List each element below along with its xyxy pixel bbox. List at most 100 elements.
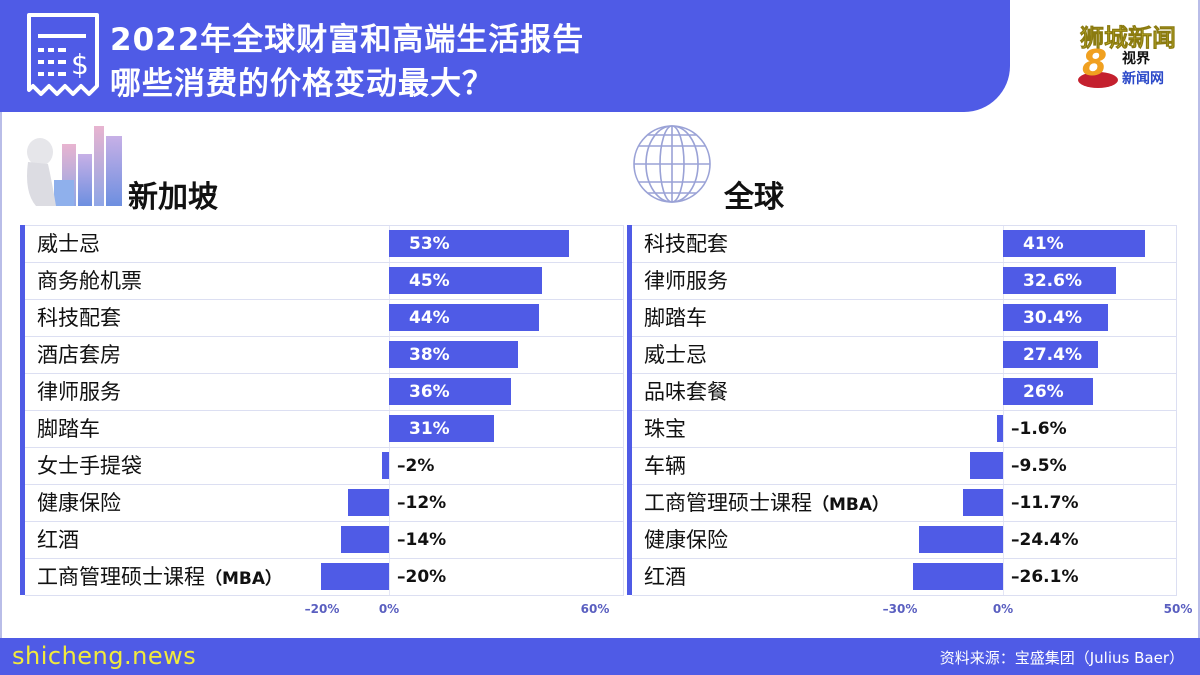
category-label: 红酒 [644,565,686,589]
chart-row: 工商管理硕士课程（MBA） –11.7% [632,485,1177,522]
data-bar [1003,341,1098,368]
brand-logo: 狮城新闻 8 视界 新闻网 [1062,14,1192,94]
chart-row: 健康保险 –24.4% [632,522,1177,559]
value-label: 38% [409,345,450,365]
value-label: 30.4% [1023,308,1082,328]
value-label: 45% [409,271,450,291]
data-bar [970,452,1003,479]
chart-accent-bar [20,225,25,595]
chart-rows: 威士忌 53% 商务舱机票 45% 科技配套 44% 酒店套房 38% 律师服务 36% 脚踏车 31… [25,225,624,596]
chart-row: 红酒 –26.1% [632,559,1177,596]
category-label: 律师服务 [37,380,121,404]
data-bar [389,304,539,331]
value-label: –2% [397,456,435,476]
value-label: 36% [409,382,450,402]
value-label: 32.6% [1023,271,1082,291]
chart-row: 脚踏车 31% [25,411,624,448]
value-label: –9.5% [1011,456,1067,476]
category-label: 律师服务 [644,269,728,293]
chart-row: 商务舱机票 45% [25,263,624,300]
data-bar [912,563,1003,590]
logo-text-3: 新闻网 [1122,71,1164,87]
footer-site-link[interactable]: shicheng.news [12,642,197,670]
value-label: 53% [409,234,450,254]
x-tick: –20% [304,602,340,616]
data-bar [348,489,389,516]
category-label: 品味套餐 [644,380,728,404]
logo-text-main: 狮城新闻 [1080,24,1177,53]
logo-disc-icon [1078,72,1118,88]
category-label: 脚踏车 [644,306,707,330]
category-label: 酒店套房 [37,343,121,367]
page-subtitle: 哪些消费的价格变动最大？ [110,66,494,102]
value-label: –11.7% [1011,493,1079,513]
data-bar [382,452,389,479]
data-bar [341,526,389,553]
data-bar [389,378,512,405]
category-label: 红酒 [37,528,79,552]
category-label: 健康保险 [644,528,728,552]
section-title-singapore: 新加坡 [128,180,218,215]
x-tick: –30% [882,602,918,616]
chart-singapore: 威士忌 53% 商务舱机票 45% 科技配套 44% 酒店套房 38% 律师服务 36% 脚踏车 31… [20,225,624,596]
data-bar [1003,267,1116,294]
value-label: 27.4% [1023,345,1082,365]
chart-row: 品味套餐 26% [632,374,1177,411]
category-label: 科技配套 [37,306,121,330]
chart-row: 威士忌 27.4% [632,337,1177,374]
chart-row: 工商管理硕士课程（MBA） –20% [25,559,624,596]
x-tick: 50% [1163,602,1193,616]
chart-row: 科技配套 41% [632,226,1177,263]
chart-accent-bar [627,225,632,595]
data-bar [1003,378,1093,405]
value-label: –26.1% [1011,567,1079,587]
category-label: 工商管理硕士课程（MBA） [37,565,283,589]
value-label: 44% [409,308,450,328]
section-title-global: 全球 [724,180,784,215]
value-label: –14% [397,530,447,550]
data-bar [321,563,389,590]
chart-rows: 科技配套 41% 律师服务 32.6% 脚踏车 30.4% 威士忌 27.4% 品味套餐 26% 珠… [632,225,1177,596]
chart-row: 车辆 –9.5% [632,448,1177,485]
chart-row: 律师服务 32.6% [632,263,1177,300]
svg-text:$: $ [71,48,89,81]
receipt-dollar-icon: $ [27,13,99,96]
header-banner: $ 2022年全球财富和高端生活报告 哪些消费的价格变动最大？ [0,0,1010,112]
category-label: 威士忌 [37,232,100,256]
singapore-skyline-icon [27,126,122,206]
page-title: 2022年全球财富和高端生活报告 [110,22,585,58]
value-label: –20% [397,567,447,587]
footer-source-credit: 资料来源：宝盛集团（Julius Baer） [939,649,1184,667]
chart-row: 酒店套房 38% [25,337,624,374]
category-label: 脚踏车 [37,417,100,441]
footer-bar: shicheng.news 资料来源：宝盛集团（Julius Baer） [0,638,1200,675]
data-bar [997,415,1003,442]
data-bar [389,415,495,442]
logo-digit: 8 [1082,43,1108,84]
chart-global: 科技配套 41% 律师服务 32.6% 脚踏车 30.4% 威士忌 27.4% 品味套餐 26% 珠… [627,225,1177,596]
category-label: 商务舱机票 [37,269,142,293]
category-label: 健康保险 [37,491,121,515]
value-label: 41% [1023,234,1064,254]
data-bar [962,489,1003,516]
data-bar [389,230,570,257]
chart-row: 红酒 –14% [25,522,624,559]
chart-row: 脚踏车 30.4% [632,300,1177,337]
logo-text-2: 视界 [1122,51,1150,67]
data-bar [918,526,1003,553]
data-bar [1003,304,1109,331]
value-label: –1.6% [1011,419,1067,439]
category-label: 威士忌 [644,343,707,367]
chart-row: 律师服务 36% [25,374,624,411]
chart-row: 科技配套 44% [25,300,624,337]
value-label: 31% [409,419,450,439]
category-label: 珠宝 [644,417,686,441]
data-bar [1003,230,1145,257]
x-tick: 60% [580,602,610,616]
value-label: –12% [397,493,447,513]
data-bar [389,341,519,368]
globe-icon [633,125,711,203]
value-label: 26% [1023,382,1064,402]
data-bar [389,267,542,294]
